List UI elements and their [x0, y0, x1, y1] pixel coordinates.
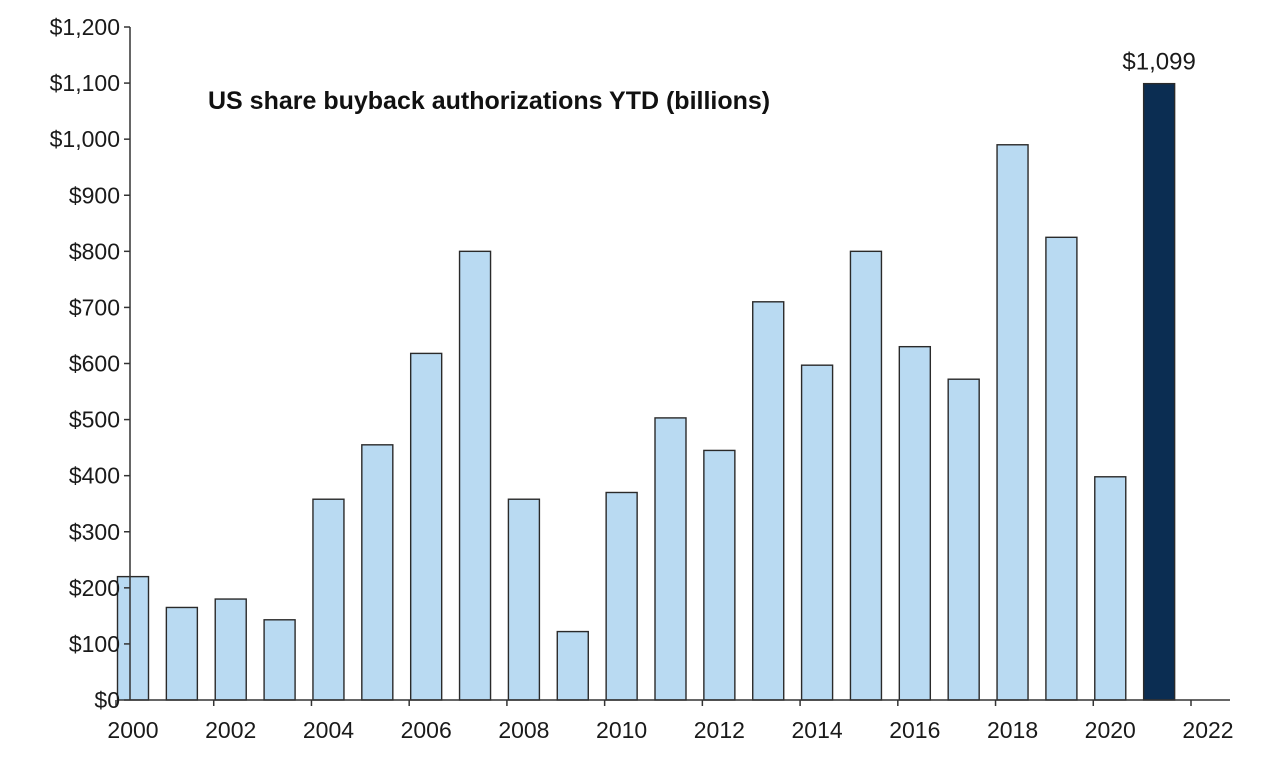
x-tick-label: 2012 [694, 717, 745, 743]
x-tick-label: 2008 [498, 717, 549, 743]
x-tick-label: 2010 [596, 717, 647, 743]
bar-2008 [507, 498, 541, 701]
bar-2010 [605, 491, 638, 701]
x-tick-label: 2006 [401, 717, 452, 743]
bar-2016 [898, 345, 932, 701]
bar-2005 [361, 444, 394, 701]
y-tick-label: $1,100 [50, 70, 120, 96]
x-tick-label: 2022 [1182, 717, 1233, 743]
x-axis: 2000 2002 2004 2006 2008 2010 2012 2014 2016 2018… [107, 699, 1234, 743]
x-tick-label: 2018 [987, 717, 1038, 743]
y-tick-label: $100 [69, 631, 120, 657]
y-tick-label: $600 [69, 351, 120, 377]
y-tick-label: $1,000 [50, 126, 120, 152]
bar-2020 [1094, 476, 1127, 701]
bar-2014 [800, 364, 834, 701]
bar-2017 [947, 378, 980, 701]
bar-2007 [458, 250, 492, 701]
y-axis: $0$100$200$300$400$500$600$700$800$900$1… [50, 14, 131, 713]
y-tick-label: $1,200 [50, 14, 120, 40]
data-labels: $1,099 [1122, 49, 1195, 76]
x-tick-label: 2014 [792, 717, 843, 743]
y-tick-label: $800 [69, 238, 120, 264]
bar-2012 [703, 449, 736, 701]
bar-2011 [654, 417, 687, 701]
bar-2015 [849, 250, 883, 701]
y-tick-label: $900 [69, 182, 120, 208]
bar-2021 [1142, 82, 1176, 701]
bar-2002 [214, 598, 247, 701]
bar-2000 [116, 575, 150, 701]
bar-2006 [409, 352, 443, 701]
y-tick-label: $500 [69, 407, 120, 433]
bar-2013 [752, 301, 785, 701]
bar-2003 [263, 619, 296, 701]
x-tick-label: 2020 [1085, 717, 1136, 743]
x-tick-label: 2002 [205, 717, 256, 743]
bar-2018 [996, 144, 1029, 701]
bars-group [116, 82, 1176, 701]
y-tick-label: $300 [69, 519, 120, 545]
x-tick-label: 2004 [303, 717, 354, 743]
highlight-data-label: $1,099 [1122, 49, 1195, 76]
bar-2001 [165, 606, 199, 701]
chart-title: US share buyback authorizations YTD (bil… [208, 87, 770, 115]
x-tick-label: 2016 [889, 717, 940, 743]
x-tick-label: 2000 [107, 717, 158, 743]
y-tick-label: $200 [69, 575, 120, 601]
bar-2019 [1045, 236, 1078, 701]
y-tick-label: $400 [69, 463, 120, 489]
bar-2009 [556, 630, 589, 701]
y-tick-label: $700 [69, 294, 120, 320]
bar-2004 [312, 498, 345, 701]
